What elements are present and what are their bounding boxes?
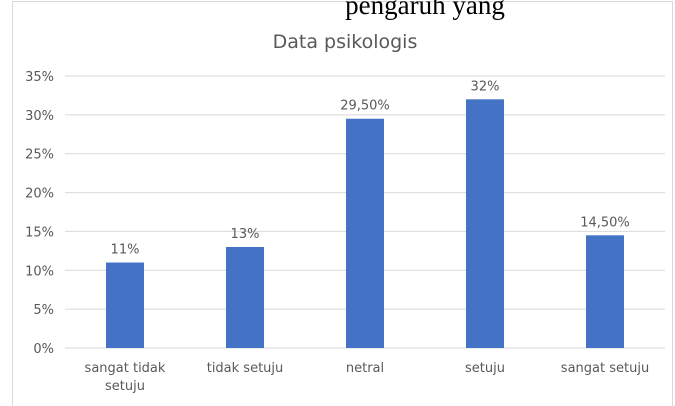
y-tick-label: 5% xyxy=(33,303,54,318)
bar xyxy=(586,235,624,348)
y-tick-label: 35% xyxy=(25,70,54,85)
bar xyxy=(226,246,264,348)
x-tick-label: sangat setuju xyxy=(560,361,650,376)
x-tick-label: netral xyxy=(345,361,385,376)
data-label: 14,50% xyxy=(580,215,630,230)
chart-title: Data psikologis xyxy=(273,31,418,53)
y-tick-label: 30% xyxy=(25,109,54,124)
data-label: 32% xyxy=(471,79,500,94)
bar xyxy=(466,99,504,348)
data-label: 13% xyxy=(231,227,260,242)
data-label: 29,50% xyxy=(340,99,390,114)
bar xyxy=(106,262,144,348)
x-tick-label: sangat tidak setuju xyxy=(84,361,166,394)
header-text: pengaruh yang xyxy=(345,0,505,20)
data-label: 11% xyxy=(111,243,140,258)
y-tick-label: 10% xyxy=(25,264,54,279)
y-tick-label: 15% xyxy=(25,225,54,240)
x-tick-label: tidak setuju xyxy=(206,361,284,376)
y-tick-label: 0% xyxy=(33,342,54,357)
bar xyxy=(346,118,384,348)
x-tick-label: setuju xyxy=(465,361,505,376)
y-tick-label: 25% xyxy=(25,148,54,163)
y-tick-label: 20% xyxy=(25,187,54,202)
